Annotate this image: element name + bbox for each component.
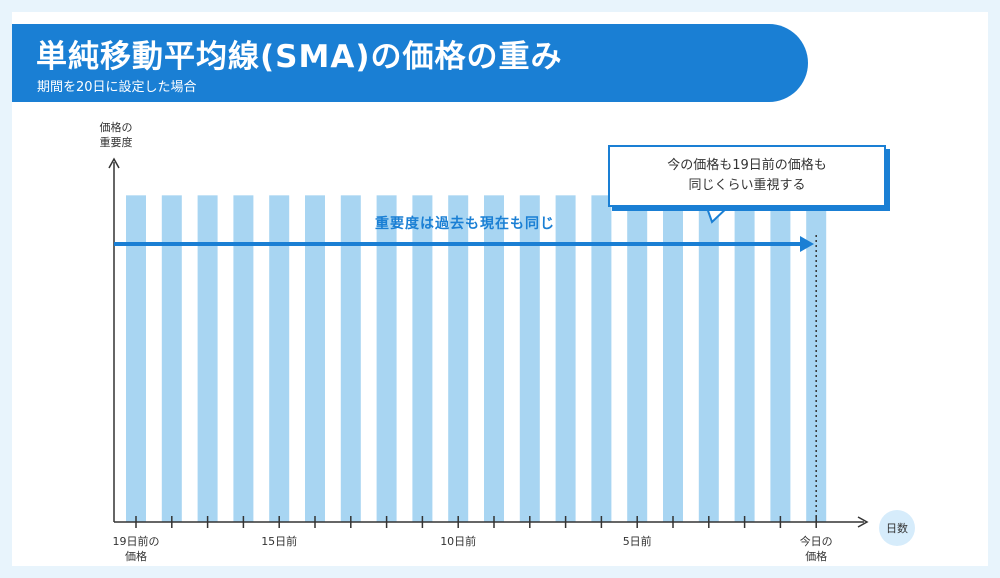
bar-2 <box>197 195 218 523</box>
x-tick-label-line1: 今日の <box>799 535 833 548</box>
bar-11 <box>519 195 540 523</box>
x-tick-label-line2: 価格 <box>805 550 828 563</box>
page-title: 単純移動平均線(SMA)の価格の重み <box>36 39 563 75</box>
x-tick-label-line1: 15日前 <box>261 535 298 548</box>
bar-4 <box>269 195 290 523</box>
arrow-label: 重要度は過去も現在も同じ <box>375 216 555 232</box>
bar-6 <box>340 195 361 523</box>
bar-3 <box>233 195 254 523</box>
bar-7 <box>376 195 397 523</box>
x-tick-label-line1: 5日前 <box>622 535 652 548</box>
y-axis-arrowhead <box>108 157 120 169</box>
bar-18 <box>770 195 791 523</box>
weight-arrow-head <box>800 236 814 252</box>
bar-15 <box>663 195 683 523</box>
title-banner <box>12 24 808 102</box>
bar-16 <box>698 195 719 523</box>
bar-9 <box>448 195 469 523</box>
page-subtitle: 期間を20日に設定した場合 <box>37 80 197 95</box>
bar-12 <box>555 195 576 523</box>
x-tick-label-line1: 10日前 <box>440 535 477 548</box>
callout-box: 今の価格も19日前の価格も 同じくらい重視する <box>608 145 886 207</box>
x-tick-label-4: 15日前 <box>249 534 309 549</box>
y-axis-label-line2: 重要度 <box>99 136 133 149</box>
x-axis-arrowhead <box>857 516 869 528</box>
callout-line1: 今の価格も19日前の価格も <box>667 158 827 173</box>
x-tick-label-19: 今日の 価格 <box>786 534 846 564</box>
x-axis-label: 日数 <box>879 510 915 546</box>
callout-line2: 同じくらい重視する <box>688 178 806 193</box>
bar-19 <box>806 195 827 523</box>
x-tick-label-14: 5日前 <box>607 534 667 549</box>
bar-10 <box>484 195 504 523</box>
y-axis-label-line1: 価格の <box>99 121 133 134</box>
callout-tail <box>705 204 731 224</box>
bar-14 <box>627 195 648 523</box>
bar-1 <box>161 195 182 523</box>
x-tick-label-line1: 19日前の <box>112 535 160 548</box>
bar-17 <box>734 195 755 523</box>
x-tick-label-0: 19日前の価格 <box>106 534 166 564</box>
bar-8 <box>412 195 433 523</box>
bar-13 <box>591 195 612 523</box>
bar-5 <box>305 195 325 523</box>
bar-0 <box>126 195 146 523</box>
x-tick-label-line2: 価格 <box>125 550 147 563</box>
y-axis-label: 価格の 重要度 <box>94 120 138 150</box>
x-tick-label-9: 10日前 <box>428 534 488 549</box>
